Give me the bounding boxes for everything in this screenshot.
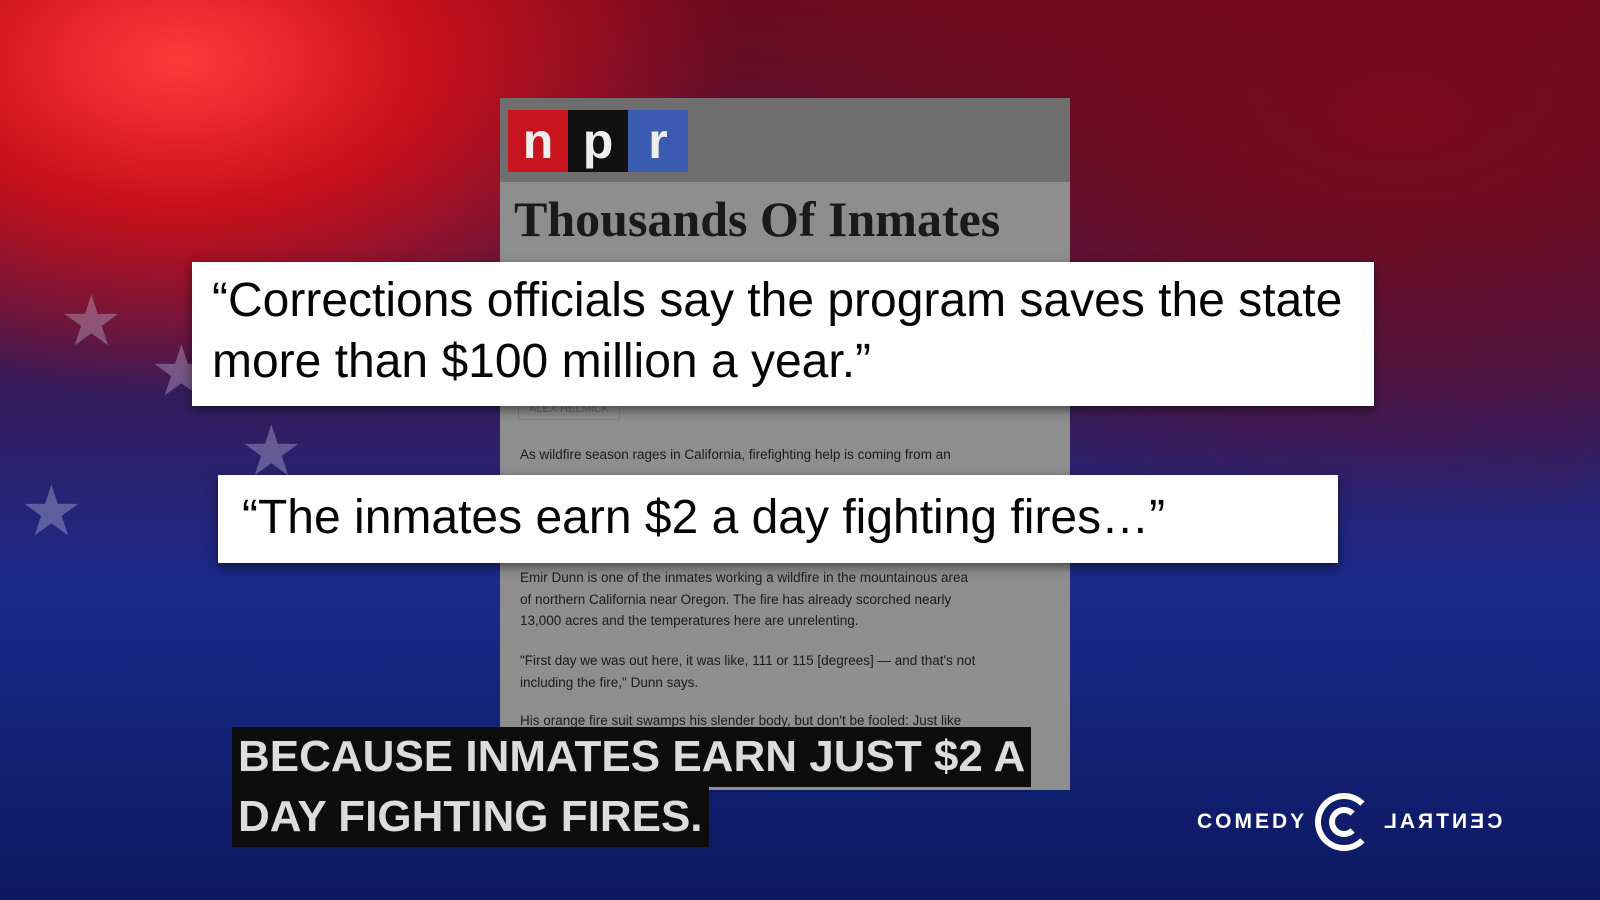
logo-n: n [508,110,568,172]
headline: Thousands Of Inmates [514,191,1001,247]
star-decoration: ★ [60,282,123,360]
caption-line-2: DAY FIGHTING FIRES. [232,787,709,847]
logo-text-left: COMEDY [1197,810,1308,833]
article-header: n p r [500,98,1070,182]
star-decoration: ★ [20,472,83,550]
caption-line-1: BECAUSE INMATES EARN JUST $2 A [232,727,1032,787]
npr-logo: n p r [508,110,688,172]
logo-r: r [628,110,688,172]
paragraph: Emir Dunn is one of the inmates working … [520,570,968,628]
logo-text-right: CENTRAL [1381,810,1503,833]
npr-article: n p r Thousands Of Inmates ALEX HELMICK … [500,98,1070,790]
comedy-central-logo: COMEDY CENTRAL [1197,793,1503,851]
quote-box-wages: “The inmates earn $2 a day fighting fire… [218,475,1338,563]
c-logo-icon [1315,793,1374,851]
quote-box-savings: “Corrections officials say the program s… [192,262,1374,406]
paragraph: As wildfire season rages in California, … [520,447,951,462]
paragraph: His orange fire suit swamps his slender … [520,713,962,728]
logo-p: p [568,110,628,172]
paragraph: "First day we was out here, it was like,… [520,653,976,690]
